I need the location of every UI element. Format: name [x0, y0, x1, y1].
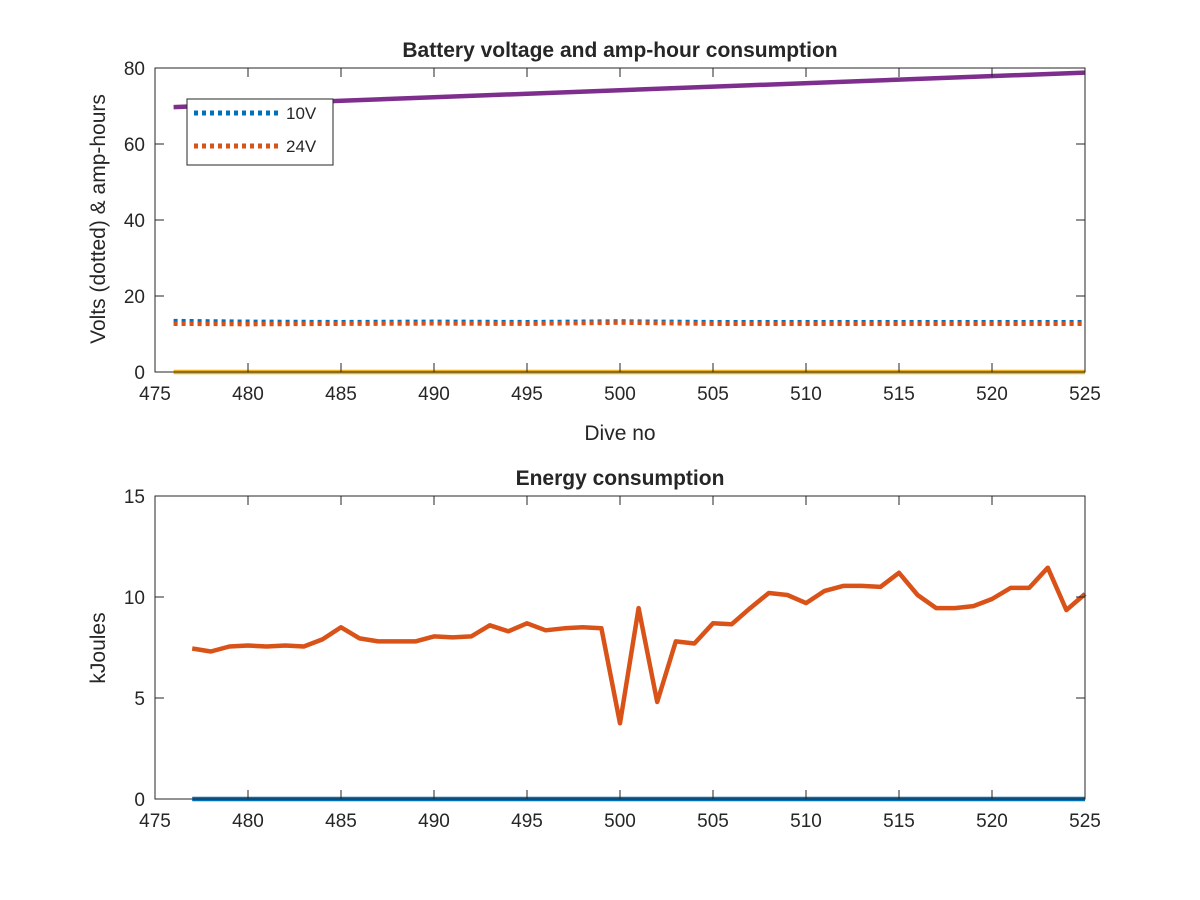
x-tick-label: 525 [1069, 384, 1101, 405]
legend-box [186, 98, 334, 166]
y-tick-label: 5 [134, 689, 145, 710]
x-tick-label: 515 [883, 811, 915, 832]
x-tick-label: 505 [697, 384, 729, 405]
x-tick-label: 520 [976, 384, 1008, 405]
legend: 10V 24V [186, 98, 334, 166]
legend-entry-10v: 10V [286, 104, 317, 123]
y-tick-label: 0 [134, 363, 145, 384]
x-tick-label: 480 [232, 384, 264, 405]
x-tick-label: 490 [418, 384, 450, 405]
y-tick-label: 15 [124, 487, 145, 508]
x-tick-label: 515 [883, 384, 915, 405]
x-tick-label: 490 [418, 811, 450, 832]
y-tick-label: 0 [134, 790, 145, 811]
x-tick-label: 525 [1069, 811, 1101, 832]
chart-energy-consumption: 475 480 485 490 495 500 505 510 515 520 525051015 … [87, 467, 1101, 832]
y-tick-label: 20 [124, 287, 145, 308]
y-axis-label: kJoules [87, 612, 110, 683]
y-tick-label: 40 [124, 211, 145, 232]
series-line-24v [173, 320, 1085, 327]
x-tick-label: 510 [790, 811, 822, 832]
x-tick-label: 475 [139, 811, 171, 832]
y-axis-label: Volts (dotted) & amp-hours [87, 94, 110, 344]
x-tick-label: 475 [139, 384, 171, 405]
x-axis-label: Dive no [584, 422, 655, 445]
y-tick-label: 80 [124, 59, 145, 80]
chart-title: Energy consumption [516, 467, 725, 490]
x-tick-label: 495 [511, 384, 543, 405]
chart-battery-voltage: 475 480 485 490 495 500 505 510 515 520 525 0 20 40 60… [87, 39, 1101, 445]
x-tick-label: 500 [604, 811, 636, 832]
chart-title: Battery voltage and amp-hour consumption [402, 39, 837, 62]
y-tick-label: 10 [124, 588, 145, 609]
x-tick-label: 485 [325, 384, 357, 405]
y-tick-label: 60 [124, 135, 145, 156]
axes: 475 480 485 490 495 500 505 510 515 520 525 0 20 40 60… [124, 59, 1101, 405]
x-tick-label: 485 [325, 811, 357, 832]
x-tick-label: 505 [697, 811, 729, 832]
x-tick-label: 480 [232, 811, 264, 832]
x-tick-label: 495 [511, 811, 543, 832]
x-tick-label: 520 [976, 811, 1008, 832]
x-tick-label: 500 [604, 384, 636, 405]
series-line-0 [191, 565, 1087, 726]
legend-entry-24v: 24V [286, 137, 317, 156]
x-tick-label: 510 [790, 384, 822, 405]
